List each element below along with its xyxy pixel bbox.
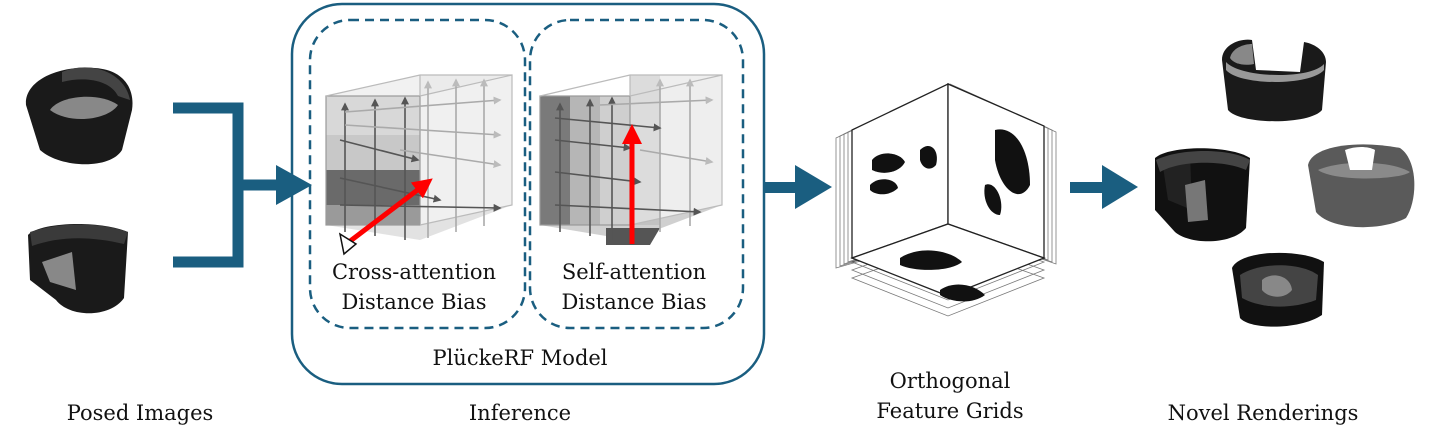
- arrow-to-feature-grids: [764, 165, 832, 209]
- merge-bracket-arrow: [173, 102, 280, 268]
- arrow-to-renderings: [1070, 165, 1138, 209]
- inference-caption: Inference: [469, 401, 571, 425]
- camera-frustum-icon: [338, 232, 358, 256]
- cross-attention-red-ray: [343, 178, 433, 247]
- novel-renderings-caption: Novel Renderings: [1168, 401, 1359, 425]
- novel-rendering-left: [1155, 148, 1250, 242]
- novel-rendering-bottom: [1232, 252, 1324, 327]
- novel-rendering-top: [1222, 39, 1326, 122]
- feature-grids-caption-line1: Orthogonal: [890, 369, 1011, 393]
- model-name-label: PlückeRF Model: [432, 346, 607, 370]
- cross-attention-label-line1: Cross-attention: [332, 260, 496, 284]
- feature-grids-caption-line2: Feature Grids: [876, 399, 1023, 423]
- cross-attention-label-line2: Distance Bias: [341, 290, 486, 314]
- posed-image-1: [25, 67, 133, 165]
- posed-image-2: [28, 224, 128, 314]
- self-attention-box: [528, 18, 745, 330]
- cross-attention-cube: [325, 74, 513, 256]
- posed-images-caption: Posed Images: [67, 401, 214, 425]
- bracket-arrow-head: [276, 165, 312, 205]
- self-attention-label-line2: Distance Bias: [561, 290, 706, 314]
- cross-attention-box: [308, 18, 527, 330]
- orthogonal-feature-grids: [835, 82, 1057, 317]
- pluckerf-model-box: [290, 2, 766, 386]
- self-attention-cube: [539, 74, 723, 245]
- novel-rendering-right: [1308, 144, 1415, 228]
- self-attention-label-line1: Self-attention: [562, 260, 706, 284]
